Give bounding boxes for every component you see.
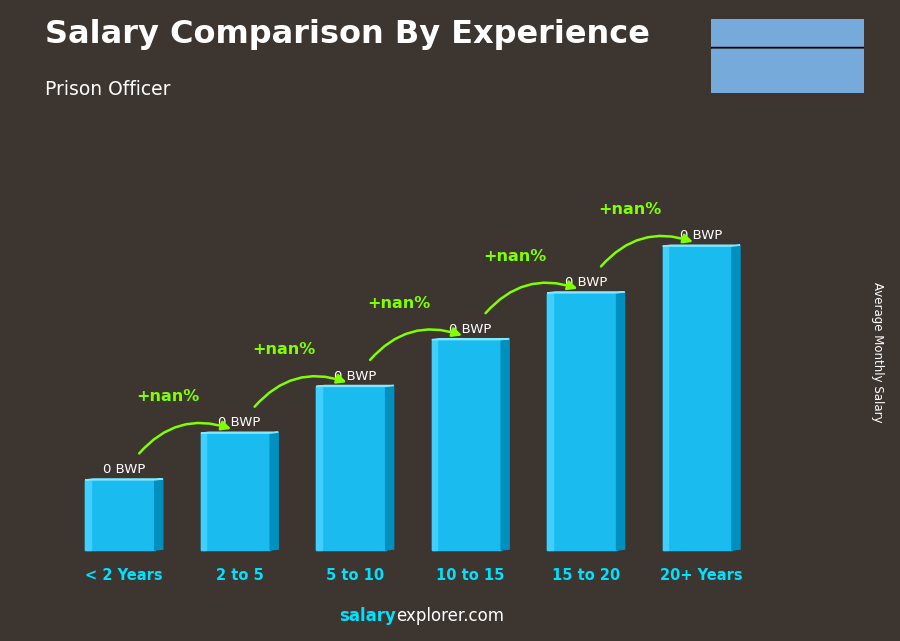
Text: Prison Officer: Prison Officer — [45, 80, 170, 99]
Bar — [86, 480, 91, 550]
Bar — [316, 387, 322, 550]
Bar — [711, 49, 864, 63]
Text: salary: salary — [339, 607, 396, 625]
Bar — [711, 49, 864, 93]
Bar — [432, 340, 437, 550]
Text: Average Monthly Salary: Average Monthly Salary — [871, 282, 884, 423]
Text: Salary Comparison By Experience: Salary Comparison By Experience — [45, 19, 650, 50]
Polygon shape — [616, 292, 625, 550]
FancyArrowPatch shape — [140, 422, 229, 453]
Bar — [547, 293, 553, 550]
Polygon shape — [86, 479, 163, 480]
Text: 20+ Years: 20+ Years — [660, 568, 742, 583]
Text: +nan%: +nan% — [598, 202, 662, 217]
FancyArrowPatch shape — [255, 375, 344, 406]
Polygon shape — [316, 385, 393, 387]
Bar — [547, 293, 616, 550]
Text: 5 to 10: 5 to 10 — [326, 568, 384, 583]
Text: +nan%: +nan% — [367, 296, 431, 311]
FancyArrowPatch shape — [601, 235, 690, 267]
Polygon shape — [432, 338, 509, 340]
Bar — [711, 19, 864, 49]
Bar — [86, 480, 155, 550]
FancyArrowPatch shape — [370, 328, 459, 360]
Polygon shape — [155, 479, 163, 550]
Text: 10 to 15: 10 to 15 — [436, 568, 505, 583]
FancyArrowPatch shape — [485, 281, 575, 313]
Text: +nan%: +nan% — [252, 342, 315, 358]
Polygon shape — [501, 338, 509, 550]
Polygon shape — [201, 432, 278, 433]
Bar — [201, 433, 206, 550]
Text: < 2 Years: < 2 Years — [86, 568, 163, 583]
Polygon shape — [385, 385, 393, 550]
Text: 0 BWP: 0 BWP — [449, 323, 491, 336]
Text: 0 BWP: 0 BWP — [103, 463, 145, 476]
Polygon shape — [270, 432, 278, 550]
Bar — [201, 433, 270, 550]
Text: +nan%: +nan% — [137, 389, 200, 404]
Polygon shape — [547, 292, 625, 293]
Bar — [432, 340, 501, 550]
Bar — [316, 387, 385, 550]
Text: 2 to 5: 2 to 5 — [216, 568, 264, 583]
Text: 0 BWP: 0 BWP — [680, 229, 723, 242]
Bar — [662, 246, 732, 550]
Polygon shape — [662, 245, 740, 246]
Text: 0 BWP: 0 BWP — [219, 417, 261, 429]
Polygon shape — [732, 245, 740, 550]
Text: 0 BWP: 0 BWP — [334, 370, 376, 383]
Bar — [662, 246, 668, 550]
Text: explorer.com: explorer.com — [396, 607, 504, 625]
Text: 15 to 20: 15 to 20 — [552, 568, 620, 583]
Text: +nan%: +nan% — [483, 249, 546, 264]
Text: 0 BWP: 0 BWP — [564, 276, 608, 289]
Bar — [711, 47, 864, 65]
